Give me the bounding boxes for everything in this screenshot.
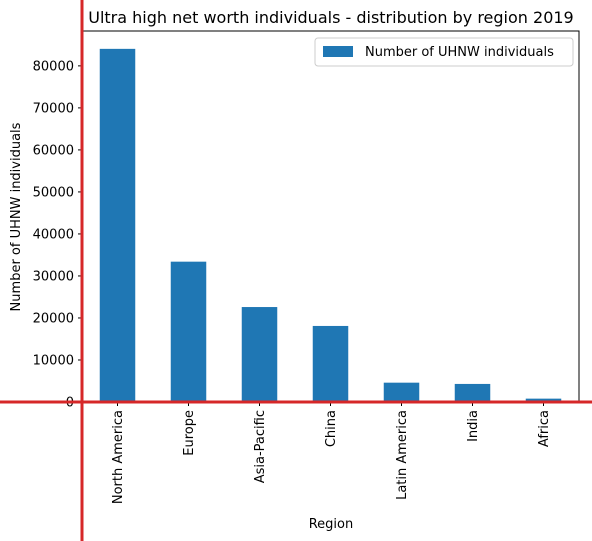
x-tick-label: India	[466, 410, 481, 442]
bar-china	[312, 325, 349, 402]
chart-title: Ultra high net worth individuals - distr…	[88, 8, 573, 27]
x-tick-label: China	[324, 410, 339, 447]
bar-asia-pacific	[241, 307, 278, 402]
bar-latin-america	[383, 382, 420, 402]
y-tick-label: 50000	[33, 185, 74, 200]
x-tick-label: Europe	[182, 410, 197, 456]
y-tick-label: 30000	[33, 269, 74, 284]
x-tick-label: Africa	[537, 410, 552, 447]
x-tick-label: Latin America	[395, 410, 410, 500]
y-tick-label: 80000	[33, 59, 74, 74]
legend-swatch	[323, 46, 353, 57]
legend-label: Number of UHNW individuals	[365, 45, 554, 60]
bar-india	[454, 383, 491, 402]
y-tick-label: 20000	[33, 311, 74, 326]
y-tick-label: 60000	[33, 143, 74, 158]
legend: Number of UHNW individuals	[314, 37, 574, 67]
y-tick-label: 70000	[33, 101, 74, 116]
y-tick-label: 10000	[33, 353, 74, 368]
bar-north-america	[99, 48, 136, 402]
bar-africa	[525, 398, 562, 402]
x-tick-label: Asia-Pacific	[253, 410, 268, 483]
x-axis-label: Region	[309, 517, 354, 532]
y-tick-label: 40000	[33, 227, 74, 242]
bar-europe	[170, 261, 207, 402]
x-tick-label: North America	[111, 410, 126, 504]
legend-frame	[314, 37, 574, 67]
y-axis-label: Number of UHNW individuals	[9, 122, 24, 311]
